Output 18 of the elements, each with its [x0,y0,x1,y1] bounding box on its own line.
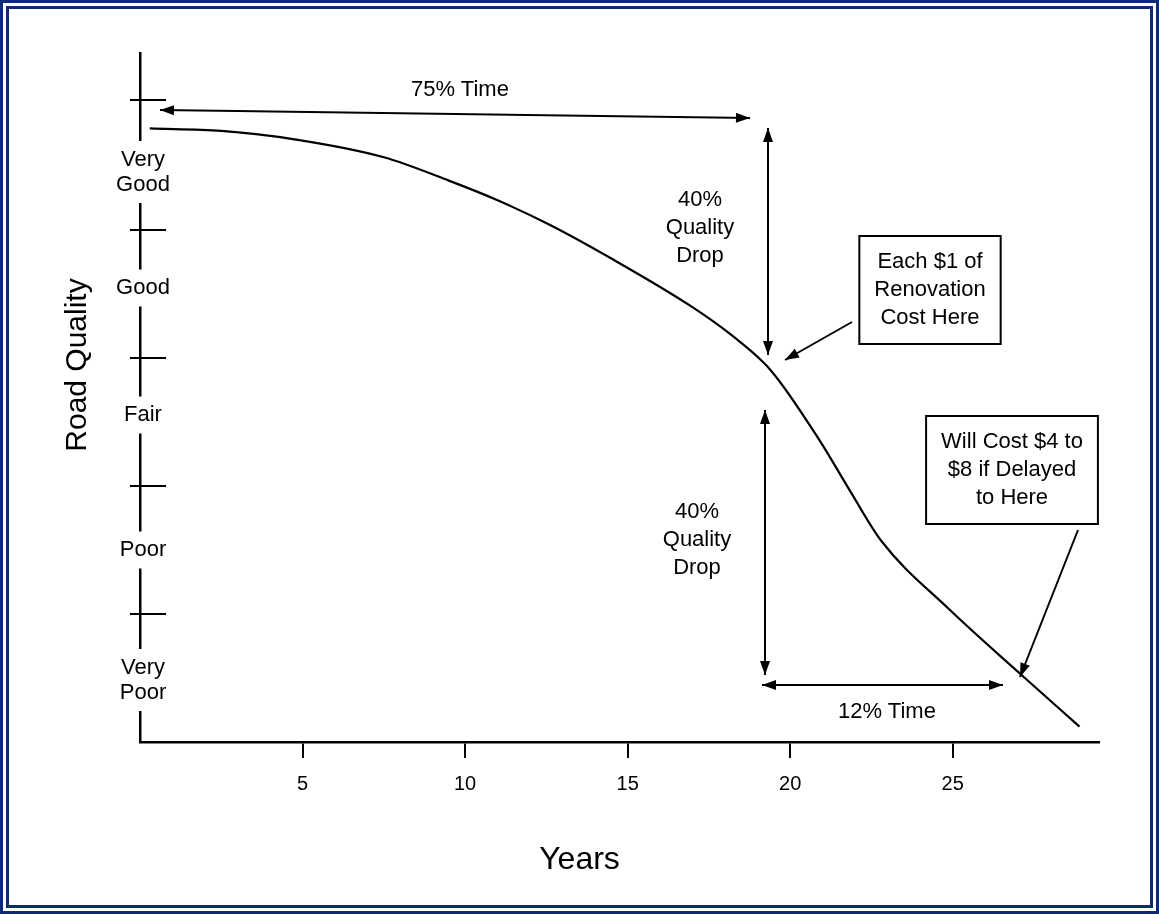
x-tick-label: 15 [616,771,639,794]
x-tick-label: 5 [296,771,309,794]
annotation: Fair [124,401,162,427]
annotation: 40% Quality Drop [665,186,735,268]
x-tick-label: 10 [453,771,477,794]
annotation: Very Good [116,145,170,196]
annotation: Each $1 of Renovation Cost Here [874,248,986,330]
x-tick-label: 25 [941,771,964,794]
annotation: 12% Time [838,698,936,724]
y-axis-title: Road Quality [59,278,93,452]
annotation: Poor [119,536,167,562]
x-tick-label: 20 [779,771,802,794]
annotation: Will Cost $4 to $8 if Delayed to Here [941,428,1083,510]
annotation: Good [116,274,170,300]
annotation: Very Poor [119,653,167,704]
x-axis-title: Years [539,839,620,876]
text: 75% Time [411,76,509,102]
annotation: 40% Quality Drop [662,498,732,580]
